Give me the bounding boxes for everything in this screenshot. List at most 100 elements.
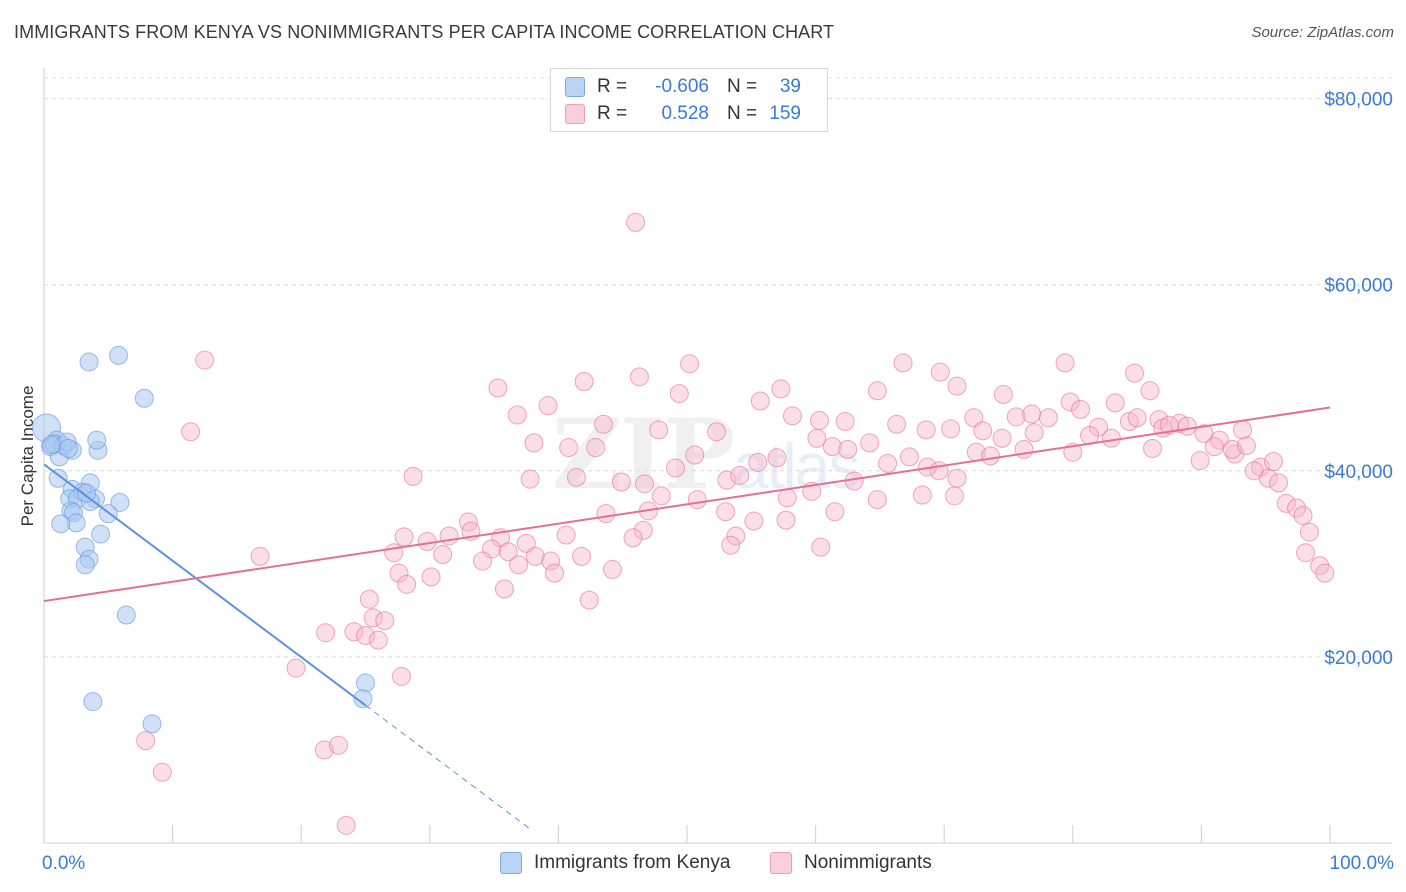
- kenya-point: [91, 524, 111, 544]
- legend-n-label: N =: [727, 103, 758, 124]
- nonimmigrant-point: [363, 608, 383, 628]
- nonimmigrant-point: [1204, 437, 1224, 457]
- nonimmigrant-point: [992, 428, 1012, 448]
- nonimmigrant-point: [152, 762, 172, 782]
- nonimmigrant-point: [1127, 408, 1147, 428]
- nonimmigrant-point: [807, 428, 827, 448]
- watermark-logo: ZIPatlas: [552, 398, 860, 511]
- nonimmigrant-point: [559, 438, 579, 458]
- nonimmigrant-point: [579, 590, 599, 610]
- nonimmigrant-point: [980, 446, 1000, 466]
- nonimmigrant-point: [1105, 393, 1125, 413]
- nonimmigrant-point: [1071, 399, 1091, 419]
- nonimmigrant-point: [524, 433, 544, 453]
- y-tick-label: $60,000: [1324, 276, 1393, 297]
- nonimmigrant-point: [473, 551, 493, 571]
- nonimmigrant-point: [1125, 363, 1145, 383]
- nonimmigrant-point: [195, 350, 215, 370]
- legend-r-label: R =: [597, 103, 628, 124]
- nonimmigrant-point: [520, 469, 540, 489]
- nonimmigrant-point: [181, 422, 201, 442]
- kenya-point: [134, 388, 154, 408]
- nonimmigrant-point: [899, 447, 919, 467]
- nonimmigrant-point: [916, 420, 936, 440]
- nonimmigrant-point: [525, 546, 545, 566]
- nonimmigrant-point: [941, 419, 961, 439]
- watermark-zip: ZIP: [552, 398, 735, 511]
- nonimmigrant-point: [893, 353, 913, 373]
- nonimmigrant-point: [439, 526, 459, 546]
- nonimmigrant-point: [336, 815, 356, 835]
- nonimmigrant-point: [811, 537, 831, 557]
- nonimmigrant-point: [1022, 404, 1042, 424]
- source-label: Source: ZipAtlas.com: [1251, 24, 1394, 41]
- nonimmigrant-point: [394, 527, 414, 547]
- nonimmigrant-point: [867, 381, 887, 401]
- nonimmigrant-point: [716, 502, 736, 522]
- legend-r-value: -0.606: [655, 76, 709, 97]
- nonimmigrant-point: [574, 371, 594, 391]
- nonimmigrant-point: [748, 452, 768, 472]
- nonimmigrant-point: [767, 448, 787, 468]
- nonimmigrant-point: [867, 490, 887, 510]
- y-tick-label: $80,000: [1324, 90, 1393, 111]
- kenya-point: [79, 352, 99, 372]
- nonimmigrant-point: [912, 485, 932, 505]
- nonimmigrant-point: [1190, 451, 1210, 471]
- nonimmigrant-point: [541, 551, 561, 571]
- nonimmigrant-point: [1299, 522, 1319, 542]
- legend-swatch-nonimmigrants: [565, 104, 585, 124]
- series-label-nonimmigrants: Nonimmigrants: [804, 852, 932, 873]
- nonimmigrant-point: [586, 438, 606, 458]
- watermark-atlas: atlas: [733, 430, 860, 502]
- nonimmigrant-point: [1233, 420, 1253, 440]
- nonimmigrant-point: [1101, 428, 1121, 448]
- nonimmigrant-point: [602, 559, 622, 579]
- nonimmigrant-point: [750, 391, 770, 411]
- nonimmigrant-point: [136, 731, 156, 751]
- nonimmigrant-point: [825, 502, 845, 522]
- nonimmigrant-point: [596, 504, 616, 524]
- legend-n-value: 159: [769, 103, 801, 124]
- nonimmigrant-point: [384, 543, 404, 563]
- nonimmigrant-point: [623, 528, 643, 548]
- nonimmigrant-point: [947, 376, 967, 396]
- nonimmigrant-point: [649, 420, 669, 440]
- series-legend-nonimmigrants[interactable]: Nonimmigrants: [770, 852, 932, 874]
- nonimmigrant-point: [593, 414, 613, 434]
- nonimmigrant-point: [1287, 498, 1307, 518]
- nonimmigrant-point: [717, 470, 737, 490]
- kenya-point: [356, 673, 375, 693]
- nonimmigrant-point: [1244, 461, 1264, 481]
- nonimmigrant-point: [1209, 430, 1229, 450]
- nonimmigrant-point: [250, 546, 270, 566]
- nonimmigrant-point: [507, 405, 527, 425]
- nonimmigrant-point: [1251, 457, 1271, 477]
- nonimmigrant-point: [359, 589, 379, 609]
- nonimmigrant-point: [1014, 439, 1034, 459]
- nonimmigrant-point: [566, 467, 586, 487]
- nonimmigrant-point: [1159, 415, 1179, 435]
- nonimmigrant-point: [687, 490, 707, 510]
- series-swatch-kenya: [500, 852, 522, 874]
- nonimmigrant-point: [356, 626, 375, 646]
- nonimmigrant-point: [611, 472, 631, 492]
- nonimmigrant-point: [494, 579, 514, 599]
- nonimmigrant-point: [626, 212, 646, 232]
- legend-row-kenya: R = -0.606 N = 39: [565, 75, 801, 99]
- series-legend-kenya[interactable]: Immigrants from Kenya: [500, 852, 730, 874]
- kenya-trend-line: [43, 463, 367, 707]
- nonimmigrant-point: [782, 406, 802, 426]
- kenya-point: [76, 483, 96, 503]
- nonimmigrant-point: [665, 458, 685, 478]
- nonimmigrant-point: [964, 408, 984, 428]
- nonimmigrant-point: [707, 422, 727, 442]
- legend-swatch-kenya: [565, 77, 585, 97]
- nonimmigrant-point: [730, 465, 750, 485]
- nonimmigrant-point: [488, 378, 508, 398]
- kenya-point: [58, 438, 78, 458]
- nonimmigrant-point: [1055, 353, 1075, 373]
- nonimmigrant-point: [947, 468, 967, 488]
- nonimmigrant-point: [771, 379, 791, 399]
- nonimmigrant-point: [516, 533, 536, 553]
